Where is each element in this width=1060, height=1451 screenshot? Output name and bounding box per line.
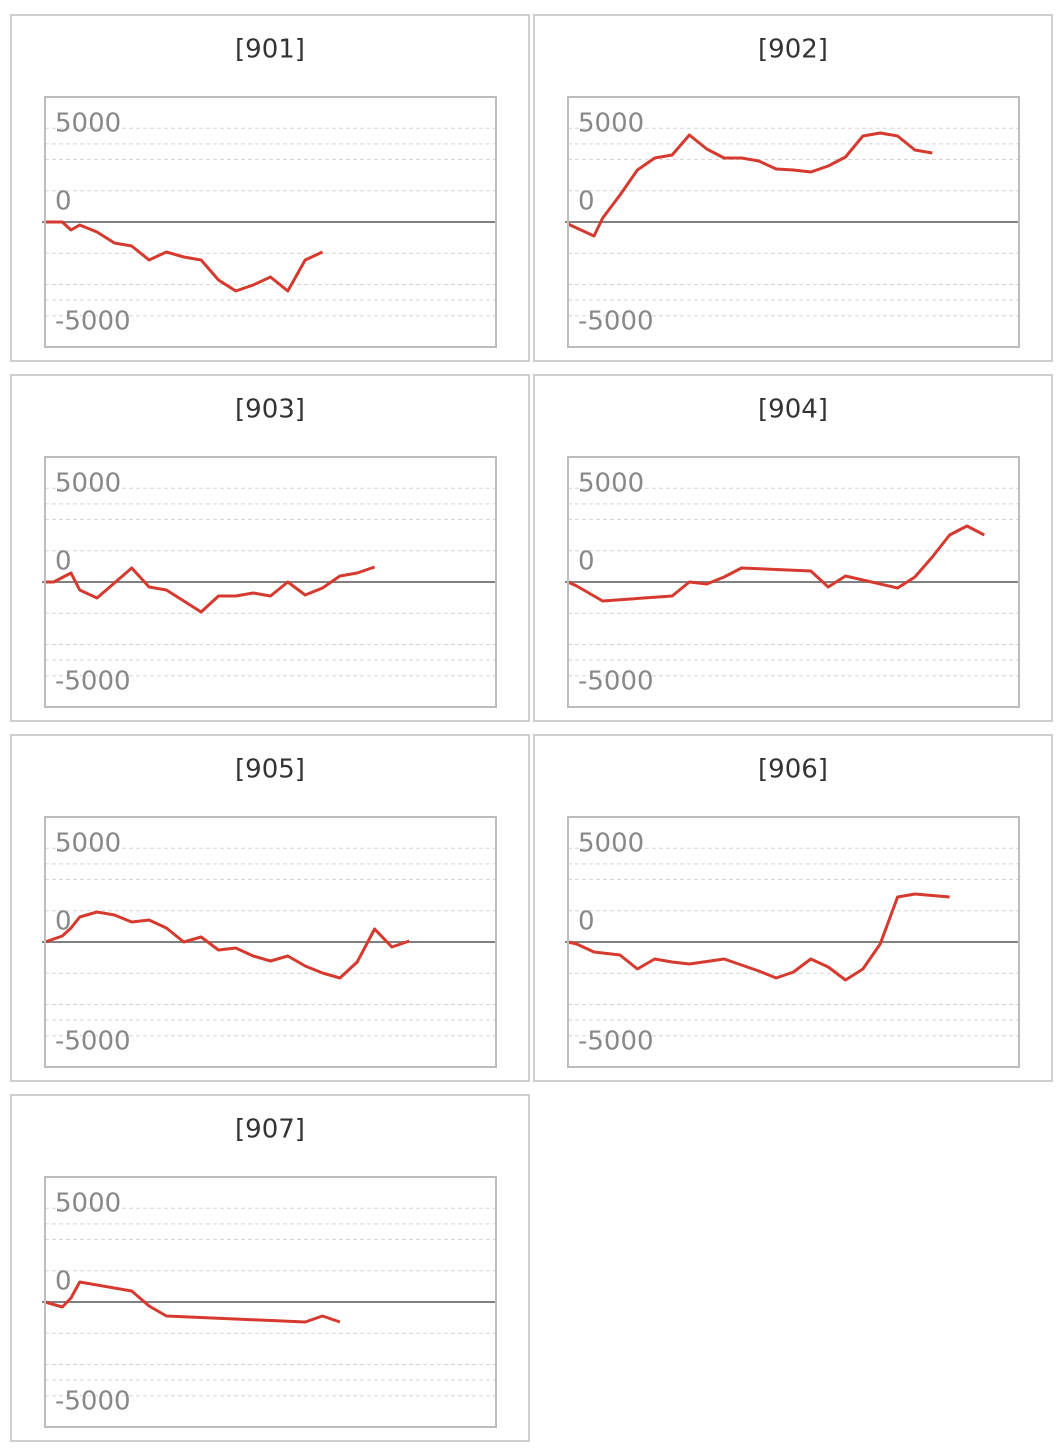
chart-title: [905]: [235, 755, 305, 785]
chart-panel: [905] 5000 0 -5000: [10, 734, 530, 1082]
y-tick-label: 5000: [55, 468, 121, 498]
plot-border: [567, 456, 1020, 708]
y-tick-label: 0: [55, 1267, 72, 1297]
y-tick-label: -5000: [578, 667, 654, 697]
chart-panel: [904] 5000 0 -5000: [533, 374, 1053, 722]
chart-panel: [901] 5000 0 -5000: [10, 14, 530, 362]
y-tick-label: -5000: [578, 307, 654, 337]
y-tick-label: 5000: [55, 828, 121, 858]
plot-border: [44, 816, 497, 1068]
data-line: [44, 1280, 341, 1324]
y-tick-label: 5000: [55, 108, 121, 138]
y-tick-label: -5000: [55, 307, 131, 337]
y-tick-label: 0: [55, 547, 72, 577]
panel-border: [10, 734, 530, 1082]
data-line: [567, 131, 933, 238]
plot-border: [44, 456, 497, 708]
panel-border: [533, 14, 1053, 362]
panel-border: [10, 1094, 530, 1442]
y-tick-label: 0: [578, 907, 595, 937]
panel-border: [10, 14, 530, 362]
plot-border: [567, 96, 1020, 348]
data-line: [567, 524, 985, 603]
chart-title: [902]: [758, 35, 828, 65]
y-tick-label: -5000: [55, 667, 131, 697]
chart-panel: [906] 5000 0 -5000: [533, 734, 1053, 1082]
chart-title: [904]: [758, 395, 828, 425]
data-line: [567, 892, 950, 982]
panel-border: [10, 374, 530, 722]
chart-title: [907]: [235, 1115, 305, 1145]
y-tick-label: 0: [578, 187, 595, 217]
y-tick-label: 5000: [55, 1188, 121, 1218]
chart-panel: [902] 5000 0 -5000: [533, 14, 1053, 362]
chart-panel: [907] 5000 0 -5000: [10, 1094, 530, 1442]
data-line: [45, 565, 376, 614]
chart-title: [903]: [235, 395, 305, 425]
panel-border: [533, 374, 1053, 722]
chart-panel: [903] 5000 0 -5000: [10, 374, 530, 722]
plot-border: [567, 816, 1020, 1068]
y-tick-label: 0: [55, 907, 72, 937]
y-tick-label: -5000: [55, 1387, 131, 1417]
y-tick-label: -5000: [55, 1027, 131, 1057]
data-line: [44, 910, 410, 980]
plot-border: [44, 1176, 497, 1428]
y-tick-label: 5000: [578, 108, 644, 138]
data-line: [45, 220, 324, 293]
y-tick-label: 5000: [578, 468, 644, 498]
chart-title: [901]: [235, 35, 305, 65]
y-tick-label: -5000: [578, 1027, 654, 1057]
y-tick-label: 0: [55, 187, 72, 217]
y-tick-label: 5000: [578, 828, 644, 858]
panel-border: [533, 734, 1053, 1082]
chart-title: [906]: [758, 755, 828, 785]
plot-border: [44, 96, 497, 348]
y-tick-label: 0: [578, 547, 595, 577]
